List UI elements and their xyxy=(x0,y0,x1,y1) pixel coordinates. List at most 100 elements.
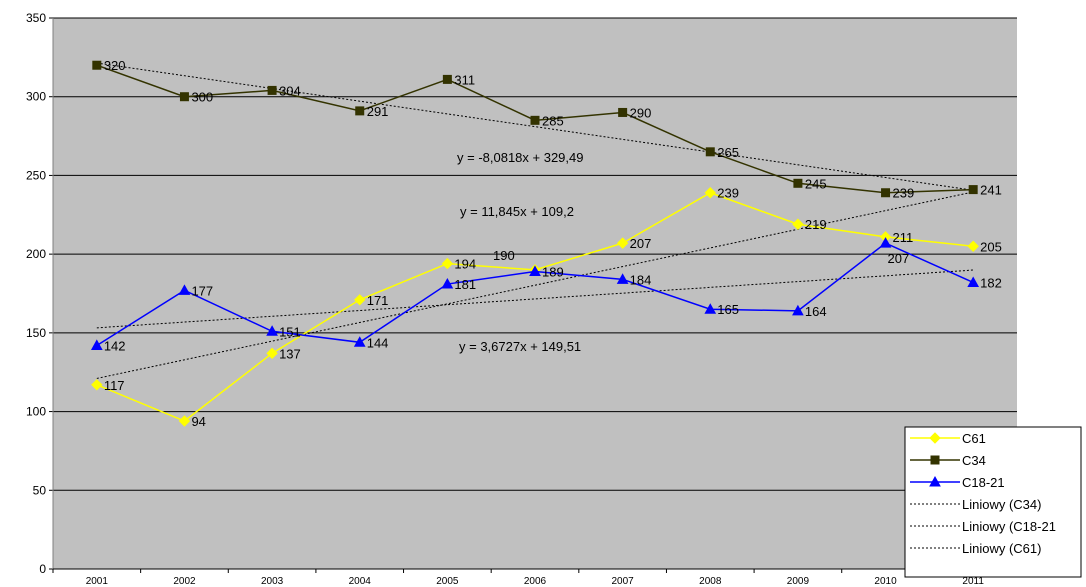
x-tick-label: 2002 xyxy=(173,576,196,587)
trendline xyxy=(96,62,974,191)
data-point xyxy=(92,60,102,70)
data-point xyxy=(929,475,941,487)
data-point xyxy=(442,74,452,84)
data-point xyxy=(178,415,191,427)
x-axis-tick-labels: 2001 2002 2003 2004 2005 2006 2007 2008 2009 2010… xyxy=(86,576,985,587)
trendline xyxy=(96,191,974,379)
data-point xyxy=(267,85,277,95)
data-point xyxy=(179,92,189,102)
data-label: 300 xyxy=(191,90,213,105)
data-label: 304 xyxy=(279,83,301,98)
gridlines xyxy=(49,17,1017,570)
data-label: 311 xyxy=(454,72,475,87)
trendline-equations: y = -8,0818x + 329,49 y = 3,6727x + 149,5… xyxy=(457,150,583,354)
legend-label: C61 xyxy=(962,431,986,446)
x-tick-label: 2010 xyxy=(874,576,897,587)
x-tick-label: 2003 xyxy=(261,576,284,587)
data-label: 137 xyxy=(279,346,301,361)
data-label: 182 xyxy=(980,275,1002,290)
y-tick-label: 0 xyxy=(39,562,46,576)
data-label: 189 xyxy=(542,264,564,279)
x-tick-label: 2005 xyxy=(436,576,459,587)
plot-area xyxy=(53,18,1017,569)
data-point xyxy=(266,347,278,360)
data-point xyxy=(879,237,892,248)
data-label: 265 xyxy=(717,145,739,160)
data-label: 211 xyxy=(893,230,914,245)
legend-label: Liniowy (C18-21 xyxy=(962,519,1056,534)
data-point xyxy=(354,294,366,306)
trendlines xyxy=(96,62,974,379)
data-labels: 117 94 137 171 194 190 207 239 219 211 205 320 300 30… xyxy=(104,58,1002,429)
data-point xyxy=(881,188,891,198)
x-tick-label: 2006 xyxy=(524,576,547,587)
data-label: 245 xyxy=(805,176,827,191)
data-point xyxy=(967,240,979,252)
data-point xyxy=(792,304,804,316)
data-point xyxy=(266,325,278,336)
data-label: 190 xyxy=(493,248,515,263)
data-label: 320 xyxy=(104,58,126,73)
series-lines xyxy=(90,60,980,427)
data-label: 207 xyxy=(888,251,910,266)
x-tick-label: 2001 xyxy=(86,576,109,587)
data-point xyxy=(441,278,454,289)
data-label: 239 xyxy=(717,186,739,201)
data-point xyxy=(91,379,103,391)
data-point xyxy=(178,284,191,295)
y-tick-label: 350 xyxy=(26,11,46,25)
trendline-equation: y = 3,6727x + 149,51 xyxy=(459,339,581,354)
legend-label: Liniowy (C61) xyxy=(962,541,1041,556)
data-point xyxy=(705,147,715,157)
data-label: 142 xyxy=(104,338,126,353)
data-point xyxy=(792,218,804,230)
x-axis-tick-marks xyxy=(52,569,1018,573)
data-point xyxy=(441,257,454,270)
y-tick-label: 250 xyxy=(26,168,46,182)
data-point xyxy=(793,178,803,188)
data-label: 194 xyxy=(454,257,476,272)
data-point xyxy=(930,455,940,465)
data-label: 117 xyxy=(104,378,125,393)
x-tick-label: 2004 xyxy=(349,576,372,587)
data-label: 177 xyxy=(191,283,213,298)
data-label: 207 xyxy=(630,236,652,251)
data-label: 171 xyxy=(367,293,389,308)
x-tick-label: 2007 xyxy=(612,576,635,587)
data-label: 239 xyxy=(893,186,915,201)
data-label: 144 xyxy=(367,335,389,350)
data-label: 181 xyxy=(454,277,476,292)
data-point xyxy=(90,339,103,350)
data-label: 219 xyxy=(805,217,827,232)
data-label: 241 xyxy=(980,183,1002,198)
data-point xyxy=(704,303,717,314)
data-point xyxy=(618,107,628,117)
data-point xyxy=(616,237,629,249)
data-label: 165 xyxy=(717,302,739,317)
data-label: 205 xyxy=(980,239,1002,254)
data-label: 285 xyxy=(542,113,564,128)
data-label: 291 xyxy=(367,104,389,119)
y-tick-label: 150 xyxy=(26,326,46,340)
legend-box xyxy=(904,426,1082,578)
y-tick-label: 200 xyxy=(26,247,46,261)
trendline-equation: y = -8,0818x + 329,49 xyxy=(457,150,583,165)
data-point xyxy=(929,432,941,444)
legend-label: C34 xyxy=(962,453,986,468)
data-point xyxy=(530,115,540,125)
x-tick-label: 2011 xyxy=(962,576,984,587)
legend-label: C18-21 xyxy=(962,475,1005,490)
y-axis-tick-labels: 0 50 100 150 200 250 300 350 xyxy=(26,11,46,576)
data-label: 151 xyxy=(279,324,301,339)
data-point xyxy=(967,276,980,287)
data-point xyxy=(968,185,978,195)
data-label: 164 xyxy=(805,304,827,319)
y-tick-label: 300 xyxy=(26,90,46,104)
data-point xyxy=(529,265,541,276)
data-point xyxy=(616,273,629,284)
data-point xyxy=(704,187,716,199)
data-label: 184 xyxy=(630,272,652,287)
data-label: 290 xyxy=(630,105,652,120)
legend: C61 C34 C18-21 Liniowy (C34) Liniowy (C18-21… xyxy=(904,426,1082,578)
